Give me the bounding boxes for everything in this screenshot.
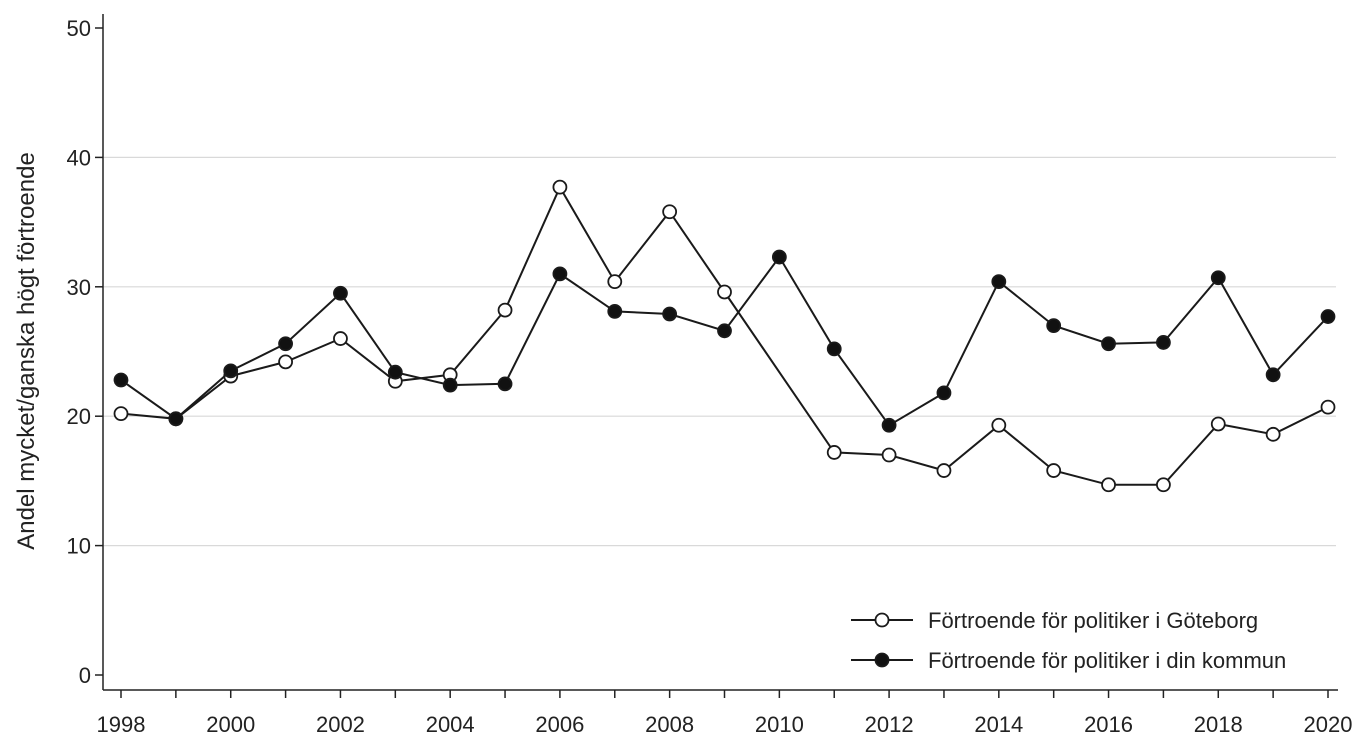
legend-marker: [874, 652, 890, 668]
x-tick-label: 2016: [1084, 712, 1133, 737]
data-point: [826, 341, 842, 357]
y-axis-ticks: 0 10 20 30 40 50: [67, 16, 103, 688]
series-group: [113, 179, 1336, 493]
x-tick-label: 2018: [1194, 712, 1243, 737]
x-tick-label: 2004: [426, 712, 475, 737]
legend-marker: [874, 612, 890, 628]
data-point: [991, 274, 1007, 290]
data-point: [1101, 336, 1116, 352]
data-point: [1046, 463, 1062, 478]
y-tick-label: 30: [67, 275, 91, 300]
y-tick-label: 0: [79, 663, 91, 688]
x-tick-label: 2000: [206, 712, 255, 737]
data-point: [497, 376, 513, 392]
data-point: [1265, 426, 1281, 442]
data-point: [387, 364, 403, 380]
data-point: [1320, 309, 1336, 324]
data-point: [497, 302, 513, 318]
data-point: [1210, 270, 1226, 286]
data-point: [717, 284, 732, 300]
legend-label: Förtroende för politiker i Göteborg: [928, 608, 1258, 633]
x-tick-label: 2006: [535, 712, 584, 737]
axes: [102, 14, 1338, 691]
data-point: [662, 204, 678, 220]
data-point: [1265, 367, 1281, 383]
legend: Förtroende för politiker i Göteborg Förtr…: [851, 608, 1286, 673]
y-tick-label: 50: [67, 16, 91, 41]
data-point: [881, 417, 897, 433]
data-point: [1210, 416, 1226, 432]
data-point: [771, 249, 787, 265]
x-tick-label: 2020: [1304, 712, 1353, 737]
x-tick-label: 2014: [974, 712, 1023, 737]
data-point: [1046, 318, 1062, 334]
data-point: [1320, 399, 1336, 415]
x-tick-label: 1998: [97, 712, 146, 737]
x-tick-label: 2012: [865, 712, 914, 737]
data-point: [223, 363, 239, 379]
data-point: [168, 411, 184, 427]
data-point: [991, 417, 1007, 433]
data-point: [113, 372, 129, 388]
data-point: [881, 447, 897, 463]
grid-lines: [103, 156, 1336, 547]
x-axis-ticks: 1998 2000 2002 2004 2006 2008 2010 2012 2014 2016…: [97, 690, 1353, 737]
x-tick-label: 2002: [316, 712, 365, 737]
y-tick-label: 40: [67, 145, 91, 170]
data-point: [607, 303, 623, 319]
data-point: [1156, 335, 1171, 350]
data-point: [552, 266, 568, 282]
data-point: [278, 354, 293, 370]
data-point: [1101, 477, 1116, 493]
legend-label: Förtroende för politiker i din kommun: [928, 648, 1286, 673]
data-point: [333, 285, 348, 301]
x-tick-label: 2010: [755, 712, 804, 737]
data-point: [607, 274, 623, 290]
data-point: [1156, 477, 1171, 493]
data-point: [717, 323, 732, 339]
data-point: [442, 377, 458, 393]
data-point: [552, 179, 568, 195]
data-point: [113, 406, 129, 422]
series-line-2: [120, 255, 1329, 427]
x-tick-label: 2008: [645, 712, 694, 737]
y-axis-label: Andel mycket/ganska högt förtroende: [13, 152, 40, 550]
data-point: [278, 336, 293, 352]
data-point: [936, 385, 952, 401]
series-line-1: [120, 185, 1329, 486]
data-point: [936, 463, 952, 478]
data-point: [333, 331, 348, 346]
data-point: [662, 306, 678, 322]
data-point: [826, 445, 842, 460]
y-tick-label: 10: [67, 534, 91, 559]
y-tick-label: 20: [67, 404, 91, 429]
